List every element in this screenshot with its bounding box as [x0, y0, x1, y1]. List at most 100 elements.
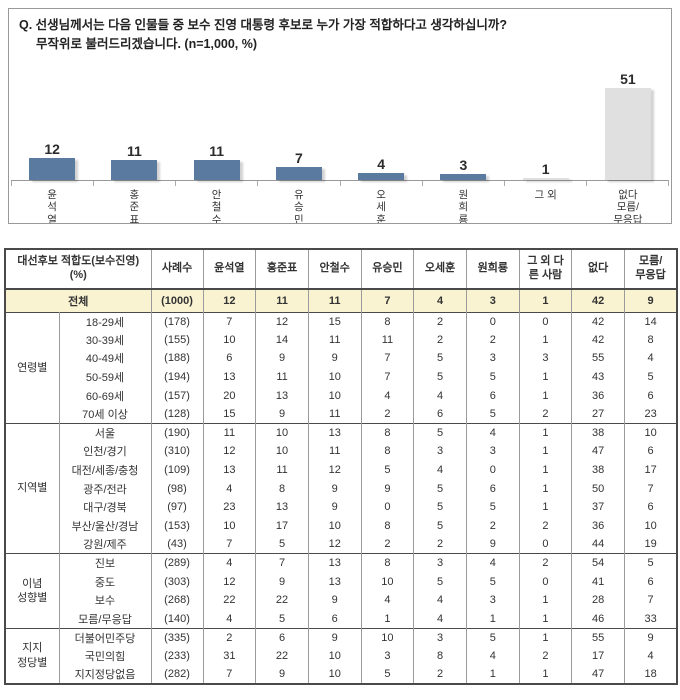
bar [29, 158, 76, 180]
value-cell: 3 [360, 646, 414, 666]
value-cell: 1 [360, 609, 414, 629]
bar [193, 159, 240, 180]
value-cell: 27 [571, 404, 625, 424]
table-row: 중도 (303) 12 9 13 10 5 5 0 41 6 [5, 572, 678, 591]
x-axis-label: 유 승 민 [294, 188, 304, 224]
sample-size-cell: (157) [150, 386, 204, 405]
row-label: 국민의힘 [58, 646, 152, 666]
value-cell: 22 [255, 590, 309, 610]
bar-slot: 11 [176, 144, 258, 180]
value-cell: 19 [624, 535, 678, 554]
value-cell: 6 [465, 479, 520, 498]
value-cell: 5 [360, 665, 414, 684]
table-row: 이념 성향별 진보 (289) 4 7 13 8 3 4 2 54 5 [4, 553, 678, 629]
bar-value-label: 7 [294, 150, 303, 167]
value-cell: 15 [307, 312, 362, 331]
value-cell: 55 [571, 628, 625, 647]
value-cell: 13 [307, 423, 362, 443]
value-cell: 22 [255, 646, 309, 666]
sample-size-cell: (155) [150, 330, 204, 350]
value-cell: 1 [518, 479, 572, 498]
value-cell: 9 [465, 535, 520, 554]
row-label: 30-39세 [58, 330, 152, 350]
value-cell: 9 [307, 497, 362, 517]
row-label: 60-69세 [58, 386, 152, 405]
value-cell: 0 [518, 535, 572, 554]
bar-value-label: 1 [541, 160, 550, 177]
bar-value-label: 3 [459, 157, 468, 174]
value-cell: 5 [624, 367, 678, 387]
row-label: 70세 이상 [58, 404, 152, 424]
value-cell: 9 [307, 590, 362, 610]
bar [275, 167, 322, 180]
value-cell: 10 [307, 367, 362, 387]
value-cell: 5 [465, 572, 520, 591]
row-label: 중도 [58, 572, 152, 591]
value-cell: 10 [624, 516, 678, 536]
survey-question-line2: 무작위로 불러드리겠습니다. (n=1,000, %) [36, 37, 258, 52]
value-cell: 3 [413, 628, 467, 647]
value-cell: 2 [360, 535, 414, 554]
table-total-row: 전체 (1000) 12 11 11 7 4 3 1 42 9 [4, 289, 678, 312]
value-cell: 10 [255, 442, 309, 461]
bar-slot: 4 [340, 157, 422, 180]
value-cell: 2 [518, 404, 572, 424]
value-cell: 8 [413, 646, 467, 666]
value-cell: 47 [571, 442, 625, 461]
sample-size-cell: (1000) [150, 289, 204, 312]
value-cell: 1 [518, 289, 572, 312]
value-cell: 5 [413, 349, 467, 368]
value-cell: 6 [624, 572, 678, 591]
value-cell: 23 [624, 404, 678, 424]
value-cell: 11 [255, 460, 309, 480]
value-cell: 3 [465, 289, 520, 312]
value-cell: 0 [518, 572, 572, 591]
value-cell: 5 [465, 367, 520, 387]
value-cell: 13 [307, 572, 362, 591]
value-cell: 6 [307, 609, 362, 629]
table-row: 지지정당없음 (282) 7 9 10 5 2 1 1 47 18 [5, 665, 678, 684]
value-cell: 2 [360, 404, 414, 424]
value-cell: 1 [518, 628, 572, 647]
bar-value-label: 4 [377, 155, 386, 172]
table-row: 부산/울산/경남 (153) 10 17 10 8 5 2 2 36 10 [5, 516, 678, 536]
header-other-person: 그 외 다 른 사람 [518, 249, 572, 289]
value-cell: 14 [624, 312, 678, 331]
value-cell: 9 [307, 628, 362, 647]
value-cell: 1 [465, 609, 520, 629]
value-cell: 31 [202, 646, 256, 666]
sample-size-cell: (282) [150, 665, 204, 684]
value-cell: 7 [360, 367, 414, 387]
sample-size-cell: (178) [150, 312, 204, 331]
value-cell: 8 [255, 479, 309, 498]
row-group-label: 이념 성향별 [4, 553, 59, 629]
bar-slot: 51 [587, 72, 669, 180]
value-cell: 17 [624, 460, 678, 480]
header-candidate-5: 오세훈 [413, 249, 467, 289]
value-cell: 7 [255, 553, 309, 573]
value-cell: 1 [518, 460, 572, 480]
value-cell: 5 [413, 367, 467, 387]
value-cell: 1 [518, 609, 572, 629]
table-row: 30-39세 (155) 10 14 11 11 2 2 1 42 8 [5, 330, 678, 350]
value-cell: 42 [571, 289, 625, 312]
bar-slot: 11 [93, 144, 175, 180]
value-cell: 4 [413, 289, 467, 312]
row-label: 서울 [58, 423, 152, 443]
value-cell: 2 [518, 646, 572, 666]
sample-size-cell: (289) [150, 553, 204, 573]
value-cell: 10 [624, 423, 678, 443]
value-cell: 4 [202, 553, 256, 573]
value-cell: 10 [360, 572, 414, 591]
table-row: 70세 이상 (128) 15 9 11 2 6 5 2 27 23 [5, 404, 678, 424]
row-label: 50-59세 [58, 367, 152, 387]
x-axis-label: 원 희 룡 [458, 188, 469, 224]
value-cell: 5 [624, 553, 678, 573]
value-cell: 2 [465, 516, 520, 536]
value-cell: 1 [518, 330, 572, 350]
value-cell: 11 [307, 289, 362, 312]
table-row: 연령별 18-29세 (178) 7 12 15 8 2 0 0 42 14 [4, 312, 678, 424]
value-cell: 5 [255, 535, 309, 554]
row-label: 인천/경기 [58, 442, 152, 461]
value-cell: 9 [624, 628, 678, 647]
